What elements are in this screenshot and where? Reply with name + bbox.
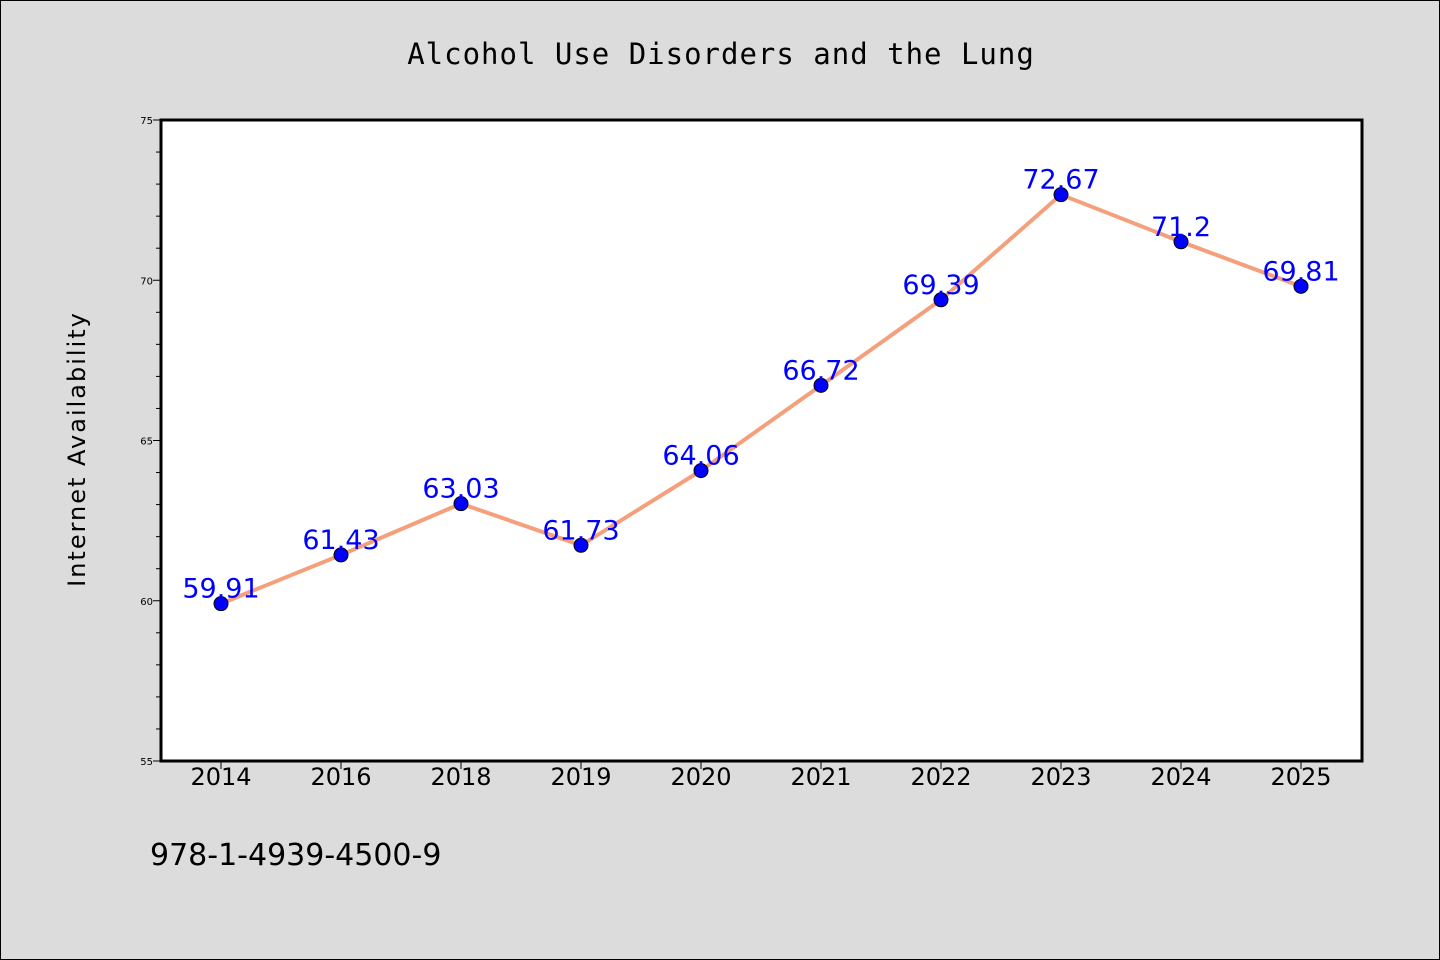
y-tick-label: 75 — [140, 116, 153, 127]
x-axis-ticks: 2014 2016 2018 2019 2020 2021 2022 2023 2024 2025 — [190, 761, 1332, 791]
y-tick-label: 60 — [140, 597, 153, 608]
data-point — [333, 547, 349, 563]
data-label: 61.43 — [302, 525, 379, 556]
data-label: 69.81 — [1262, 256, 1339, 287]
data-point — [1053, 187, 1069, 203]
y-tick-label: 70 — [140, 276, 153, 287]
data-label: 59.91 — [182, 574, 259, 605]
data-point — [573, 537, 589, 553]
y-tick-label: 55 — [140, 757, 153, 768]
series-layer — [213, 187, 1309, 612]
data-label: 69.39 — [902, 270, 979, 301]
y-axis-ticks: 55 60 65 70 75 — [140, 116, 161, 768]
data-label: 71.2 — [1151, 212, 1211, 243]
data-label: 64.06 — [662, 441, 739, 472]
data-point — [1173, 234, 1189, 250]
x-tick-label: 2018 — [430, 763, 491, 791]
x-tick-label: 2023 — [1030, 763, 1091, 791]
data-point — [213, 596, 229, 612]
plot-area — [159, 118, 1364, 763]
y-tick-label: 65 — [140, 437, 153, 448]
data-point — [1293, 278, 1309, 294]
x-tick-label: 2021 — [790, 763, 851, 791]
data-label: 72.67 — [1022, 165, 1099, 196]
x-tick-label: 2020 — [670, 763, 731, 791]
data-point — [933, 292, 949, 308]
data-label: 61.73 — [542, 515, 619, 546]
x-tick-label: 2022 — [910, 763, 971, 791]
data-point — [453, 496, 469, 512]
series-line — [219, 192, 1303, 606]
x-tick-label: 2019 — [550, 763, 611, 791]
chart-title: Alcohol Use Disorders and the Lung — [407, 37, 1035, 71]
x-tick-label: 2016 — [310, 763, 371, 791]
data-point — [813, 377, 829, 393]
data-label: 66.72 — [782, 355, 859, 386]
footer-isbn-text: 978-1-4939-4500-9 — [150, 838, 441, 873]
x-tick-label: 2014 — [190, 763, 251, 791]
data-point — [693, 463, 709, 479]
x-tick-label: 2025 — [1270, 763, 1331, 791]
x-tick-label: 2024 — [1150, 763, 1211, 791]
y-axis-label: Internet Availability — [63, 311, 91, 587]
data-labels-layer: 59.91 61.43 63.03 61.73 64.06 66.72 69.39 72.67… — [182, 165, 1339, 605]
data-label: 63.03 — [422, 474, 499, 505]
